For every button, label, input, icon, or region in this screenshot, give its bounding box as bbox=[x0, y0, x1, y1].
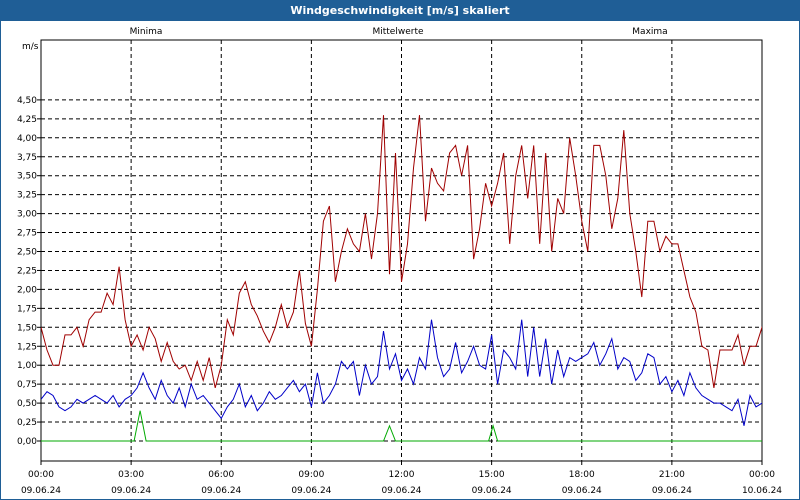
x-tick-date: 09.06.24 bbox=[381, 486, 421, 496]
series-line-mittelwerte bbox=[41, 319, 762, 426]
series-line-minima bbox=[41, 410, 762, 442]
series-line-maxima bbox=[41, 115, 762, 389]
y-tick-label: 4,00 bbox=[17, 134, 37, 144]
y-tick-label: 2,25 bbox=[17, 266, 37, 276]
y-tick-label: 4,25 bbox=[17, 115, 37, 125]
x-tick-time: 09:00 bbox=[298, 470, 324, 480]
x-axis: 00:00 09.06.24 03:00 09.06.24 06:00 09.06.24 0… bbox=[21, 461, 782, 496]
x-tick-time: 06:00 bbox=[208, 470, 234, 480]
x-tick-date: 09.06.24 bbox=[652, 486, 692, 496]
x-tick-time: 15:00 bbox=[479, 470, 505, 480]
x-tick-date: 09.06.24 bbox=[291, 486, 331, 496]
y-tick-label: 4,50 bbox=[17, 96, 37, 106]
legend-maxima: Maxima bbox=[632, 27, 667, 37]
y-tick-label: 1,50 bbox=[17, 323, 37, 333]
y-tick-label: 2,00 bbox=[17, 285, 37, 295]
x-tick-time: 00:00 bbox=[28, 470, 54, 480]
x-tick-date: 09.06.24 bbox=[201, 486, 241, 496]
y-tick-label: 0,00 bbox=[17, 437, 37, 447]
y-tick-label: 0,75 bbox=[17, 380, 37, 390]
y-tick-label: 3,25 bbox=[17, 191, 37, 201]
legend-minima: Minima bbox=[130, 27, 163, 37]
y-tick-label: 3,75 bbox=[17, 153, 37, 163]
y-tick-label: 1,75 bbox=[17, 304, 37, 314]
x-tick-time: 00:00 bbox=[749, 470, 775, 480]
y-tick-label: 1,00 bbox=[17, 361, 37, 371]
y-tick-label: 3,00 bbox=[17, 210, 37, 220]
y-tick-label: 3,50 bbox=[17, 172, 37, 182]
x-tick-date: 09.06.24 bbox=[562, 486, 602, 496]
x-tick-date: 09.06.24 bbox=[472, 486, 512, 496]
x-tick-date: 09.06.24 bbox=[111, 486, 151, 496]
y-tick-label: 1,25 bbox=[17, 342, 37, 352]
series-group bbox=[41, 115, 762, 442]
y-axis: m/s 0,00 0,25 0,50 0,75 1,00 1,25 1,50 1,75 2,00… bbox=[17, 42, 41, 447]
window-title: Windgeschwindigkeit [m/s] skaliert bbox=[1, 1, 799, 21]
y-axis-unit: m/s bbox=[22, 42, 39, 52]
x-tick-date: 09.06.24 bbox=[21, 486, 61, 496]
x-tick-time: 18:00 bbox=[569, 470, 595, 480]
y-tick-label: 0,25 bbox=[17, 418, 37, 428]
x-tick-time: 21:00 bbox=[659, 470, 685, 480]
y-tick-label: 0,50 bbox=[17, 399, 37, 409]
legend: Minima Mittelwerte Maxima bbox=[130, 27, 668, 37]
legend-mittelwerte: Mittelwerte bbox=[372, 27, 423, 37]
y-tick-label: 2,50 bbox=[17, 248, 37, 258]
x-tick-time: 12:00 bbox=[389, 470, 415, 480]
x-tick-date: 10.06.24 bbox=[742, 486, 782, 496]
y-tick-label: 2,75 bbox=[17, 229, 37, 239]
x-tick-time: 03:00 bbox=[118, 470, 144, 480]
